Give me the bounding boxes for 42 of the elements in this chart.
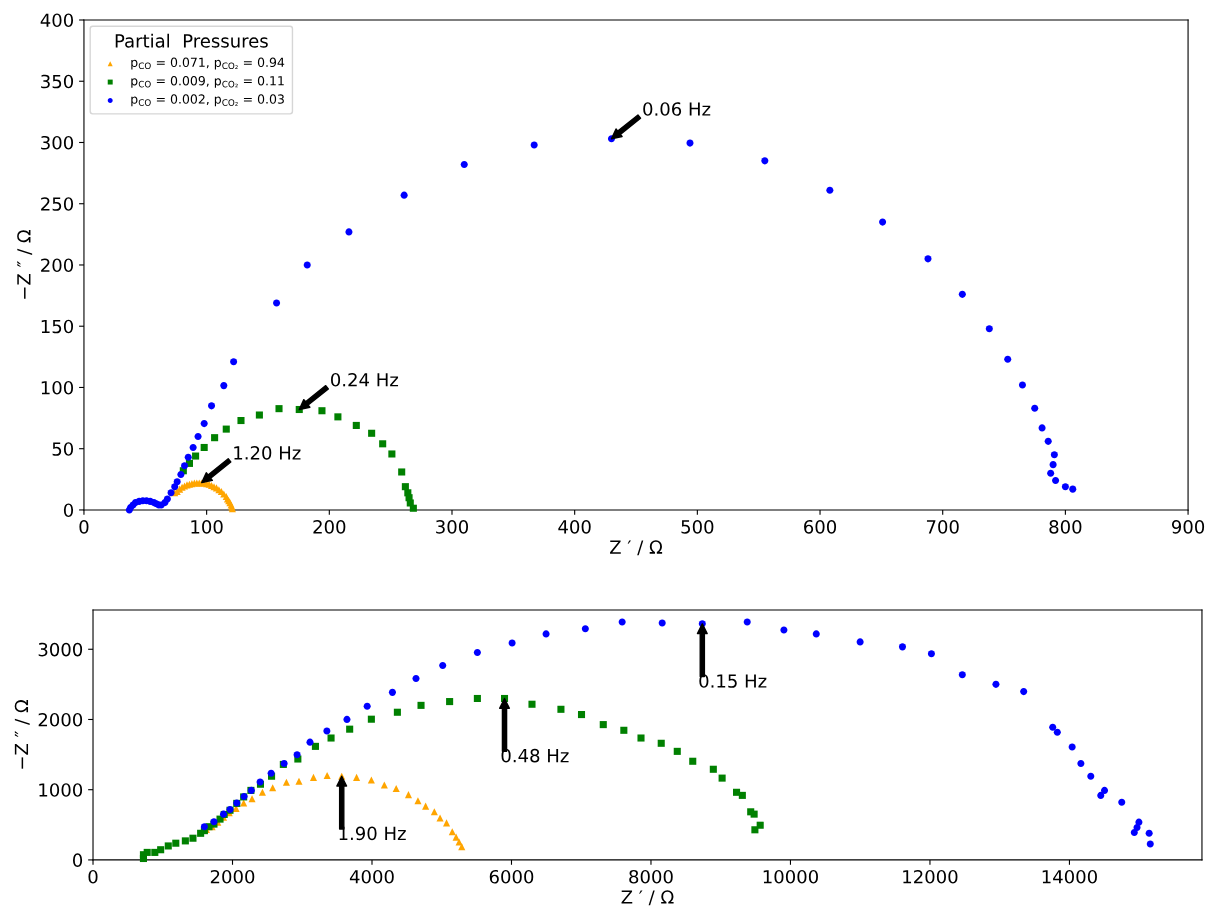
legend-title: Partial Pressures — [115, 33, 268, 48]
x-axis-title: Z ′ / Ω — [621, 890, 674, 906]
legend-label: p$_{CO}$ = 0.009, p$_{CO₂}$ = 0.11 — [131, 75, 284, 88]
annotation: 1.20 Hz — [234, 446, 301, 460]
x-tick-label: 400 — [558, 519, 591, 534]
x-tick-label: 600 — [804, 519, 837, 534]
y-tick-label: 1000 — [39, 783, 83, 797]
legend-label: p$_{CO}$ = 0.071, p$_{CO₂}$ = 0.94 — [131, 57, 285, 70]
x-tick-label: 4000 — [349, 869, 394, 884]
x-tick-label: 700 — [926, 519, 959, 534]
y-tick-label: 50 — [52, 442, 74, 456]
x-tick-label: 14000 — [1042, 869, 1097, 884]
x-tick-label: 800 — [1049, 519, 1082, 534]
x-tick-label: 12000 — [903, 869, 958, 884]
y-tick-label: 150 — [41, 319, 74, 334]
y-tick-label: 2000 — [38, 712, 83, 727]
y-axis-title: −Z ″ / Ω — [14, 699, 30, 769]
x-tick-label: 10000 — [763, 869, 818, 884]
y-tick-label: 250 — [41, 197, 74, 211]
annotation: 0.24 Hz — [331, 372, 399, 387]
y-tick-label: 400 — [40, 13, 74, 28]
y-tick-label: 300 — [41, 135, 74, 150]
y-axis-title: −Z ″ / Ω — [17, 229, 33, 299]
x-tick-label: 0 — [88, 869, 98, 884]
y-tick-label: 0 — [63, 503, 74, 518]
x-tick-label: 300 — [436, 519, 469, 534]
annotation: 0.48 Hz — [501, 748, 569, 763]
x-axis-title: Z ′ / Ω — [610, 540, 663, 556]
legend-label: p$_{CO}$ = 0.002, p$_{CO₂}$ = 0.03 — [131, 94, 284, 107]
y-tick-label: 200 — [41, 258, 74, 273]
y-tick-label: 100 — [41, 380, 74, 395]
annotation: 0.06 Hz — [643, 102, 711, 116]
x-tick-label: 6000 — [489, 869, 534, 884]
x-tick-label: 2000 — [210, 869, 255, 884]
x-tick-label: 100 — [191, 519, 223, 534]
x-tick-label: 500 — [681, 519, 714, 534]
x-tick-label: 900 — [1171, 519, 1205, 534]
y-tick-label: 0 — [73, 853, 83, 868]
x-tick-label: 8000 — [629, 869, 673, 884]
y-tick-label: 350 — [41, 74, 74, 89]
x-tick-label: 200 — [313, 519, 346, 534]
y-tick-label: 3000 — [38, 642, 83, 657]
